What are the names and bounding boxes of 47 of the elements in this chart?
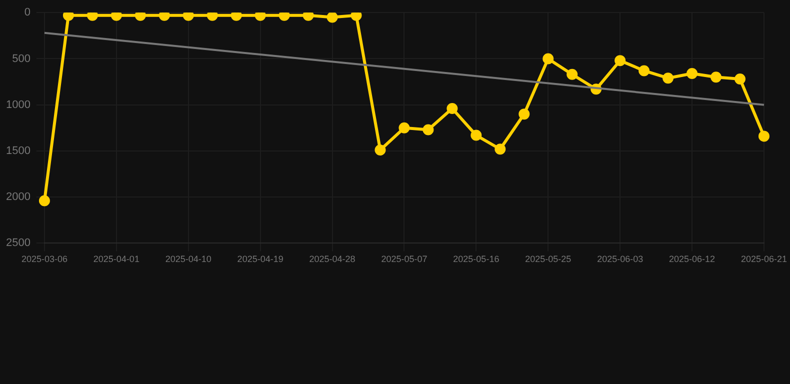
x-tick-label: 2025-04-19 [237, 254, 284, 264]
x-tick-label: 2025-04-10 [165, 254, 212, 264]
x-tick-label: 2025-06-03 [597, 254, 644, 264]
point [518, 108, 530, 120]
point [446, 103, 458, 114]
point [566, 68, 578, 80]
point [614, 55, 626, 66]
x-tick-label: 2025-05-16 [453, 254, 500, 264]
x-tick-label: 2025-05-25 [525, 254, 572, 264]
point [638, 65, 650, 76]
y-tick-label: 2500 [6, 237, 30, 250]
x-tick-label: 2025-06-12 [669, 254, 716, 264]
point [374, 144, 386, 156]
y-tick-label: 2000 [6, 191, 30, 204]
point [662, 72, 674, 84]
point [182, 12, 194, 21]
point [734, 74, 746, 85]
point [494, 144, 506, 155]
point [86, 12, 98, 21]
point [710, 72, 722, 83]
point [158, 12, 170, 21]
point [206, 12, 218, 21]
y-tick-label: 500 [12, 52, 30, 65]
point [758, 130, 770, 142]
point [326, 12, 338, 23]
point [542, 53, 554, 64]
y-tick-label: 0 [24, 6, 30, 19]
point [278, 12, 290, 21]
x-tick-label: 2025-04-01 [93, 254, 140, 264]
point [470, 130, 482, 141]
x-tick-label: 2025-06-21 [740, 254, 788, 264]
x-tick-label: 2025-03-06 [21, 254, 68, 264]
point [38, 195, 50, 206]
x-tick-label: 2025-04-28 [309, 254, 356, 264]
point [398, 122, 410, 134]
point [686, 68, 698, 79]
point [134, 12, 146, 21]
point [110, 12, 122, 21]
x-tick-label: 2025-05-07 [381, 254, 428, 264]
point [302, 12, 314, 21]
y-tick-label: 1000 [6, 98, 30, 111]
point [230, 12, 242, 21]
y-tick-label: 1500 [6, 144, 30, 157]
point [62, 12, 74, 21]
point [254, 12, 266, 21]
point [422, 124, 434, 136]
point [350, 12, 362, 21]
